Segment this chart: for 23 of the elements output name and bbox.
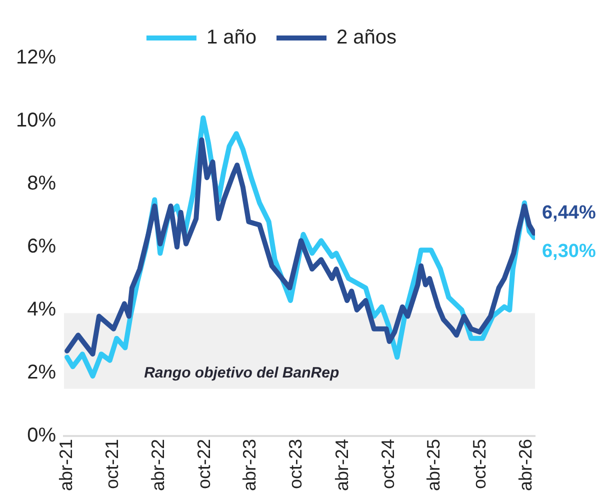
x-tick-label: oct-22 — [194, 438, 214, 489]
x-tick-label: abr-25 — [424, 438, 444, 491]
y-tick-label: 2% — [27, 361, 56, 384]
y-tick-label: 4% — [27, 298, 56, 320]
legend-label: 1 año — [206, 26, 257, 49]
data-label: 6,30% — [542, 240, 596, 262]
x-tick-label: abr-24 — [332, 438, 352, 491]
x-tick-label: abr-21 — [56, 438, 76, 491]
legend-label: 2 años — [336, 26, 397, 49]
y-tick-label: 12% — [16, 46, 56, 69]
y-tick-label: 8% — [27, 172, 56, 195]
x-tick-label: oct-25 — [470, 438, 490, 489]
x-tick-label: oct-24 — [378, 438, 398, 489]
band-label: Rango objetivo del BanRep — [144, 364, 340, 382]
y-tick-label: 10% — [16, 110, 56, 132]
data-label: 6,44% — [542, 202, 596, 224]
x-tick-label: oct-21 — [102, 438, 122, 489]
y-tick-label: 6% — [27, 236, 56, 258]
x-tick-label: abr-22 — [148, 438, 168, 491]
x-tick-label: abr-26 — [515, 438, 536, 491]
y-tick-label: 0% — [27, 424, 56, 446]
x-tick-label: abr-23 — [240, 438, 260, 491]
x-tick-label: oct-23 — [286, 438, 306, 489]
